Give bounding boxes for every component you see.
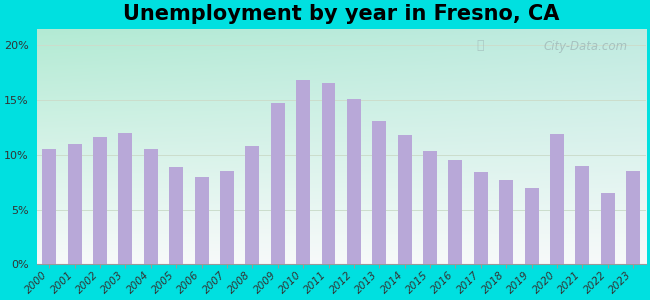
Bar [144,149,158,265]
Bar [423,152,437,265]
Text: ⓘ: ⓘ [477,39,484,52]
Bar [525,188,539,265]
Bar [194,177,209,265]
Bar [499,180,514,265]
Bar [118,133,133,265]
Bar [601,193,615,265]
Bar [322,83,335,265]
Bar [220,171,234,265]
Bar [398,135,411,265]
Bar [68,144,82,265]
Bar [448,160,462,265]
Bar [296,80,310,265]
Bar [575,166,590,265]
Bar [42,149,57,265]
Bar [372,121,386,265]
Bar [93,137,107,265]
Bar [347,99,361,265]
Text: City-Data.com: City-Data.com [543,40,627,53]
Bar [626,171,640,265]
Bar [169,167,183,265]
Bar [271,103,285,265]
Title: Unemployment by year in Fresno, CA: Unemployment by year in Fresno, CA [123,4,560,24]
Bar [550,134,564,265]
Bar [245,146,259,265]
Bar [474,172,488,265]
